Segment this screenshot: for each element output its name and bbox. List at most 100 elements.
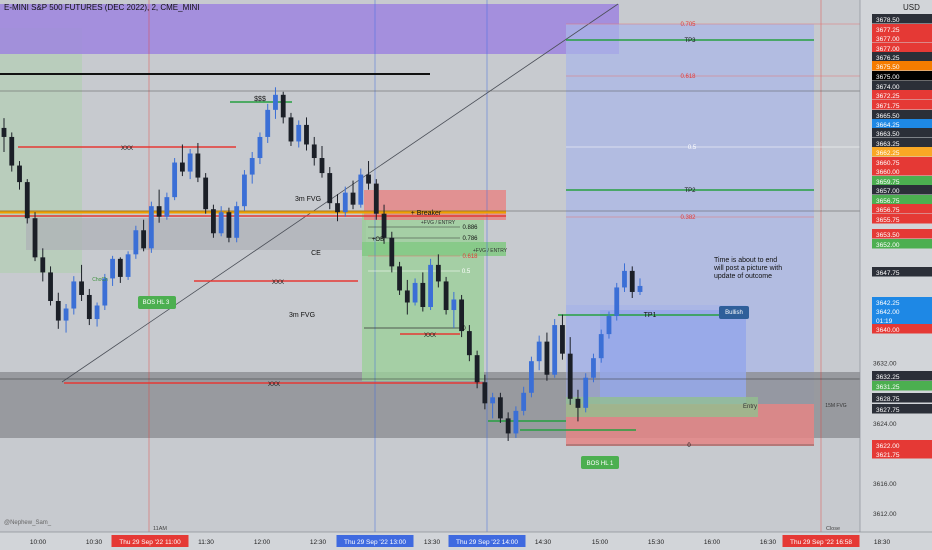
price-tag-bg: [872, 61, 932, 71]
candle-body: [265, 109, 271, 137]
yaxis-layer: 3678.50 3677.25 3677.00 3677.00 3676.25 3675.…: [872, 14, 932, 518]
candle-body: [389, 237, 395, 267]
candle-body: [195, 153, 201, 178]
candle-body: [288, 117, 294, 142]
annotation-label: 3m FVG: [295, 196, 321, 203]
candle-body: [296, 124, 302, 142]
price-tag-bg: [872, 166, 932, 176]
price-tag-bg: [872, 381, 932, 391]
x-tick-label: 15:30: [648, 539, 665, 546]
candle-body: [497, 397, 503, 419]
price-tag-bg: [872, 147, 932, 157]
price-tag-bg: [872, 393, 932, 403]
price-tag-label: 3627.75: [876, 407, 900, 414]
y-tick-label: 3632.00: [873, 361, 897, 368]
price-tag-bg: [872, 81, 932, 91]
price-tag-bg: [872, 195, 932, 205]
candle-body: [536, 341, 542, 362]
candle-body: [117, 258, 123, 277]
candle-body: [48, 272, 53, 301]
price-tag-label: 3657.00: [876, 188, 900, 195]
price-tag-bg: [872, 33, 932, 43]
price-tag-bg: [872, 239, 932, 249]
candle-body: [629, 270, 635, 292]
candle-body: [381, 213, 387, 238]
x-tick-label: 12:00: [254, 539, 271, 546]
price-tag-label: 3659.75: [876, 179, 900, 186]
x-tick-label: 10:30: [86, 539, 103, 546]
price-tag-label: 3652.00: [876, 242, 900, 249]
annotation-label: +OB: [372, 237, 384, 243]
candle-body: [420, 282, 426, 308]
fib-level-label: 0.618: [680, 74, 696, 80]
fib-level-label: 0.618: [462, 254, 478, 260]
fib-level-label: 0.382: [680, 215, 696, 221]
candle-body: [622, 270, 627, 288]
candle-body: [412, 282, 418, 303]
candle-body: [55, 300, 61, 321]
y-tick-label: 3624.00: [873, 421, 897, 428]
candle-body: [443, 281, 449, 311]
price-tag-bg: [872, 14, 932, 24]
price-tag-bg: [872, 204, 932, 214]
candle-body: [71, 281, 77, 309]
candle-body: [637, 285, 643, 292]
candle-body: [110, 258, 115, 279]
candle-body: [24, 182, 30, 219]
candle-body: [249, 158, 255, 175]
price-tag-label: 3677.25: [876, 27, 900, 34]
x-tick-label: 10:00: [30, 539, 47, 546]
price-tag-label: 3660.75: [876, 160, 900, 167]
annotation-label: Entry: [743, 404, 757, 410]
annotation-label: XXX: [268, 382, 280, 388]
trade-profit-zone: [600, 310, 746, 405]
candles-layer: [1, 87, 643, 441]
annotation-label: TP1: [644, 312, 657, 319]
fib-level-label: 0: [687, 443, 691, 449]
badge-bg: [581, 456, 619, 469]
price-tag-bg: [872, 24, 932, 34]
annotation-label: will post a picture with: [713, 265, 782, 272]
candle-body: [242, 174, 247, 207]
price-tag-label: 3671.75: [876, 103, 900, 110]
price-tag-label: 3674.00: [876, 84, 900, 91]
price-tag-bg: [872, 404, 932, 414]
fib-level-label: 0.5: [462, 269, 471, 275]
price-tag-label: 3663.50: [876, 131, 900, 138]
price-tag-label: 3656.75: [876, 207, 900, 214]
candle-body: [435, 264, 441, 282]
fib-level-label: 0.786: [462, 236, 478, 242]
candle-body: [304, 124, 309, 145]
x-tick-badge: [111, 535, 189, 547]
trendline: [61, 3, 619, 383]
price-tag-label: 3676.25: [876, 55, 900, 62]
price-tag-bg: [872, 297, 932, 307]
candle-body: [156, 206, 162, 217]
candle-body: [187, 153, 193, 172]
price-tag-label: 3647.75: [876, 270, 900, 277]
price-tag-bg: [872, 440, 932, 450]
price-tag-label: 3622.00: [876, 443, 900, 450]
candle-body: [327, 173, 333, 204]
candle-body: [404, 290, 410, 303]
price-tag-label: 3662.25: [876, 150, 900, 157]
price-tag-bg: [872, 43, 932, 53]
candle-body: [86, 294, 92, 320]
candle-body: [366, 174, 371, 184]
x-tick-label: 16:00: [704, 539, 721, 546]
candle-body: [342, 192, 348, 213]
price-tag-label: 3628.75: [876, 396, 900, 403]
price-tag-label: 3642.25: [876, 300, 900, 307]
candle-body: [397, 266, 402, 291]
candle-body: [591, 358, 596, 378]
price-tag-bg: [872, 324, 932, 334]
range-box: [26, 218, 366, 250]
annotation-label: $$$: [254, 96, 266, 103]
price-tag-label: 3642.00: [876, 309, 900, 316]
price-tag-label: 3660.00: [876, 169, 900, 176]
x-tick-label: 12:30: [310, 539, 327, 546]
x-sub-label: 11AM: [153, 526, 167, 532]
price-tag-bg: [872, 315, 932, 325]
x-tick-label: Thu 29 Sep '22 14:00: [456, 539, 518, 546]
